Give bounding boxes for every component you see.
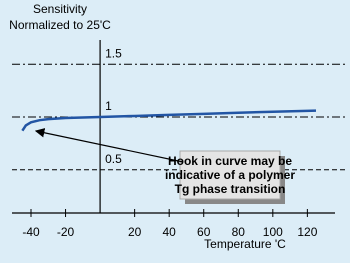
y-tick-label: 1	[105, 99, 112, 113]
annotation-arrow	[34, 128, 184, 163]
y-tick-label: 0.5	[105, 152, 122, 166]
annotation-text: indicative of a polymer	[165, 168, 295, 182]
x-tick-label: 80	[232, 225, 246, 239]
x-tick-label: 120	[297, 225, 317, 239]
y-axis-title: Sensitivity	[33, 2, 87, 16]
x-tick-label: -20	[57, 225, 75, 239]
x-tick-label: 40	[163, 225, 177, 239]
annotation-box	[179, 150, 281, 200]
annotation-text: Tg phase transition	[175, 182, 286, 196]
y-axis-title: Normalized to 25'C	[9, 18, 111, 32]
x-tick-label: 100	[263, 225, 283, 239]
x-axis-title: Temperature 'C	[204, 237, 286, 251]
x-tick-label: -40	[22, 225, 40, 239]
x-tick-label: 60	[197, 225, 211, 239]
y-tick-label: 1.5	[105, 46, 122, 60]
annotation-text: Hook in curve may be	[168, 154, 292, 168]
x-tick-label: 20	[128, 225, 142, 239]
line-series	[21, 109, 317, 132]
